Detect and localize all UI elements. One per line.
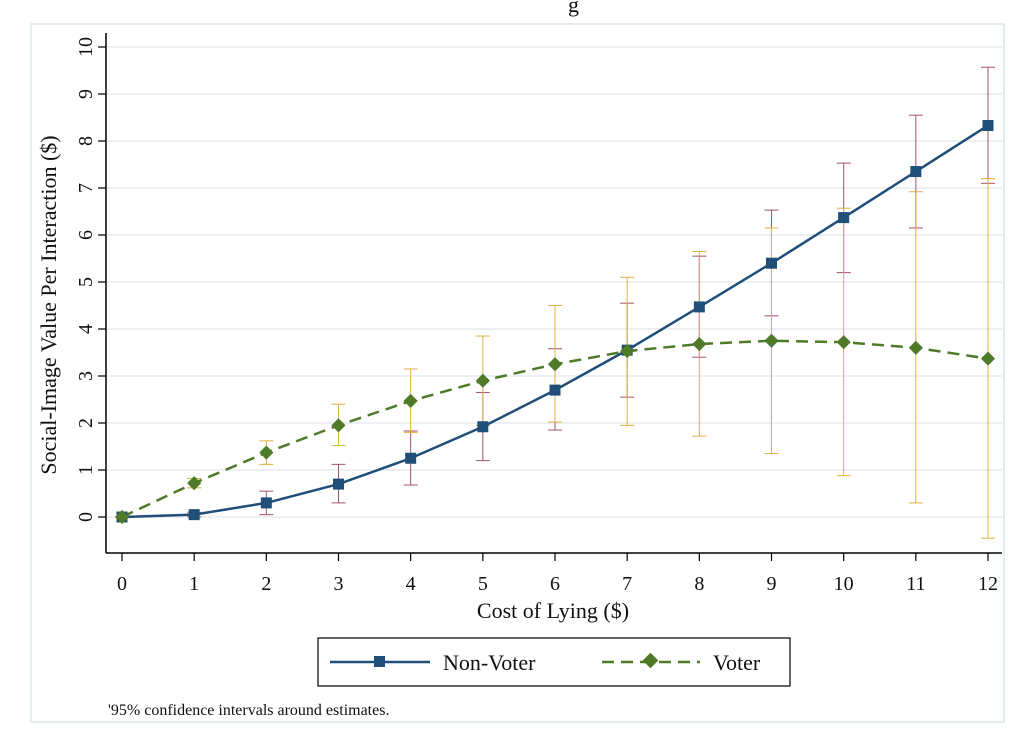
point-non-voter — [766, 257, 777, 269]
point-voter — [547, 357, 563, 372]
point-non-voter — [838, 212, 850, 224]
point-voter — [908, 340, 923, 355]
x-tick-label: 10 — [834, 573, 854, 595]
x-tick-label: 12 — [978, 573, 998, 595]
x-tick-label: 7 — [622, 573, 632, 595]
x-axis-ticks: 0 1 2 3 4 5 6 7 8 9 10 11 12 — [117, 553, 998, 595]
point-voter — [475, 373, 490, 388]
x-tick-label: 11 — [906, 573, 925, 595]
y-tick-label: 4 — [75, 324, 97, 334]
y-tick-label: 8 — [75, 136, 97, 146]
point-non-voter — [693, 301, 705, 313]
x-tick-label: 6 — [550, 573, 560, 595]
point-voter — [980, 351, 996, 366]
y-tick-label: 6 — [75, 230, 97, 240]
y-tick-label: 9 — [75, 89, 97, 99]
x-axis-title: Cost of Lying ($) — [477, 598, 629, 623]
y-tick-label: 7 — [75, 183, 97, 193]
point-non-voter — [549, 384, 561, 396]
point-non-voter — [982, 119, 994, 131]
y-tick-label: 3 — [75, 371, 97, 381]
gridlines — [107, 46, 1002, 518]
point-non-voter — [910, 166, 922, 178]
legend-label-voter: Voter — [713, 650, 761, 675]
legend-label-non-voter: Non-Voter — [443, 650, 536, 675]
point-voter — [620, 344, 635, 359]
y-tick-label: 5 — [75, 277, 97, 287]
legend: Non-Voter Voter — [317, 637, 791, 687]
x-tick-label: 1 — [189, 573, 199, 595]
point-non-voter — [260, 497, 272, 509]
point-voter — [403, 393, 418, 408]
x-tick-label: 0 — [117, 573, 127, 595]
point-non-voter — [333, 478, 344, 490]
y-axis-title: Social-Image Value Per Interaction ($) — [36, 135, 61, 474]
chart-note: '95% confidence intervals around estimat… — [108, 702, 389, 719]
x-tick-label: 9 — [767, 573, 777, 595]
point-non-voter — [405, 452, 417, 464]
point-voter — [764, 333, 779, 348]
point-voter — [692, 336, 707, 352]
point-voter — [187, 476, 202, 491]
point-voter — [331, 418, 346, 433]
point-voter — [836, 335, 851, 350]
y-axis-ticks: 0 1 2 3 4 5 6 7 8 9 10 — [75, 37, 106, 522]
legend-marker-non-voter — [374, 656, 385, 667]
y-tick-label: 10 — [75, 37, 97, 57]
x-tick-label: 2 — [261, 573, 271, 595]
point-non-voter — [477, 421, 489, 433]
y-tick-label: 1 — [75, 465, 97, 475]
x-tick-label: 4 — [406, 573, 416, 595]
point-non-voter — [188, 509, 200, 521]
legend-marker-voter — [642, 652, 659, 669]
x-tick-label: 8 — [694, 573, 704, 595]
point-voter — [259, 445, 274, 460]
x-tick-label: 5 — [478, 573, 488, 595]
y-tick-label: 2 — [75, 418, 97, 428]
y-tick-label: 0 — [75, 512, 97, 522]
x-tick-label: 3 — [334, 573, 344, 595]
chart-title-fragment: g — [568, 0, 579, 17]
point-voter — [114, 509, 130, 525]
series-markers — [114, 119, 996, 525]
